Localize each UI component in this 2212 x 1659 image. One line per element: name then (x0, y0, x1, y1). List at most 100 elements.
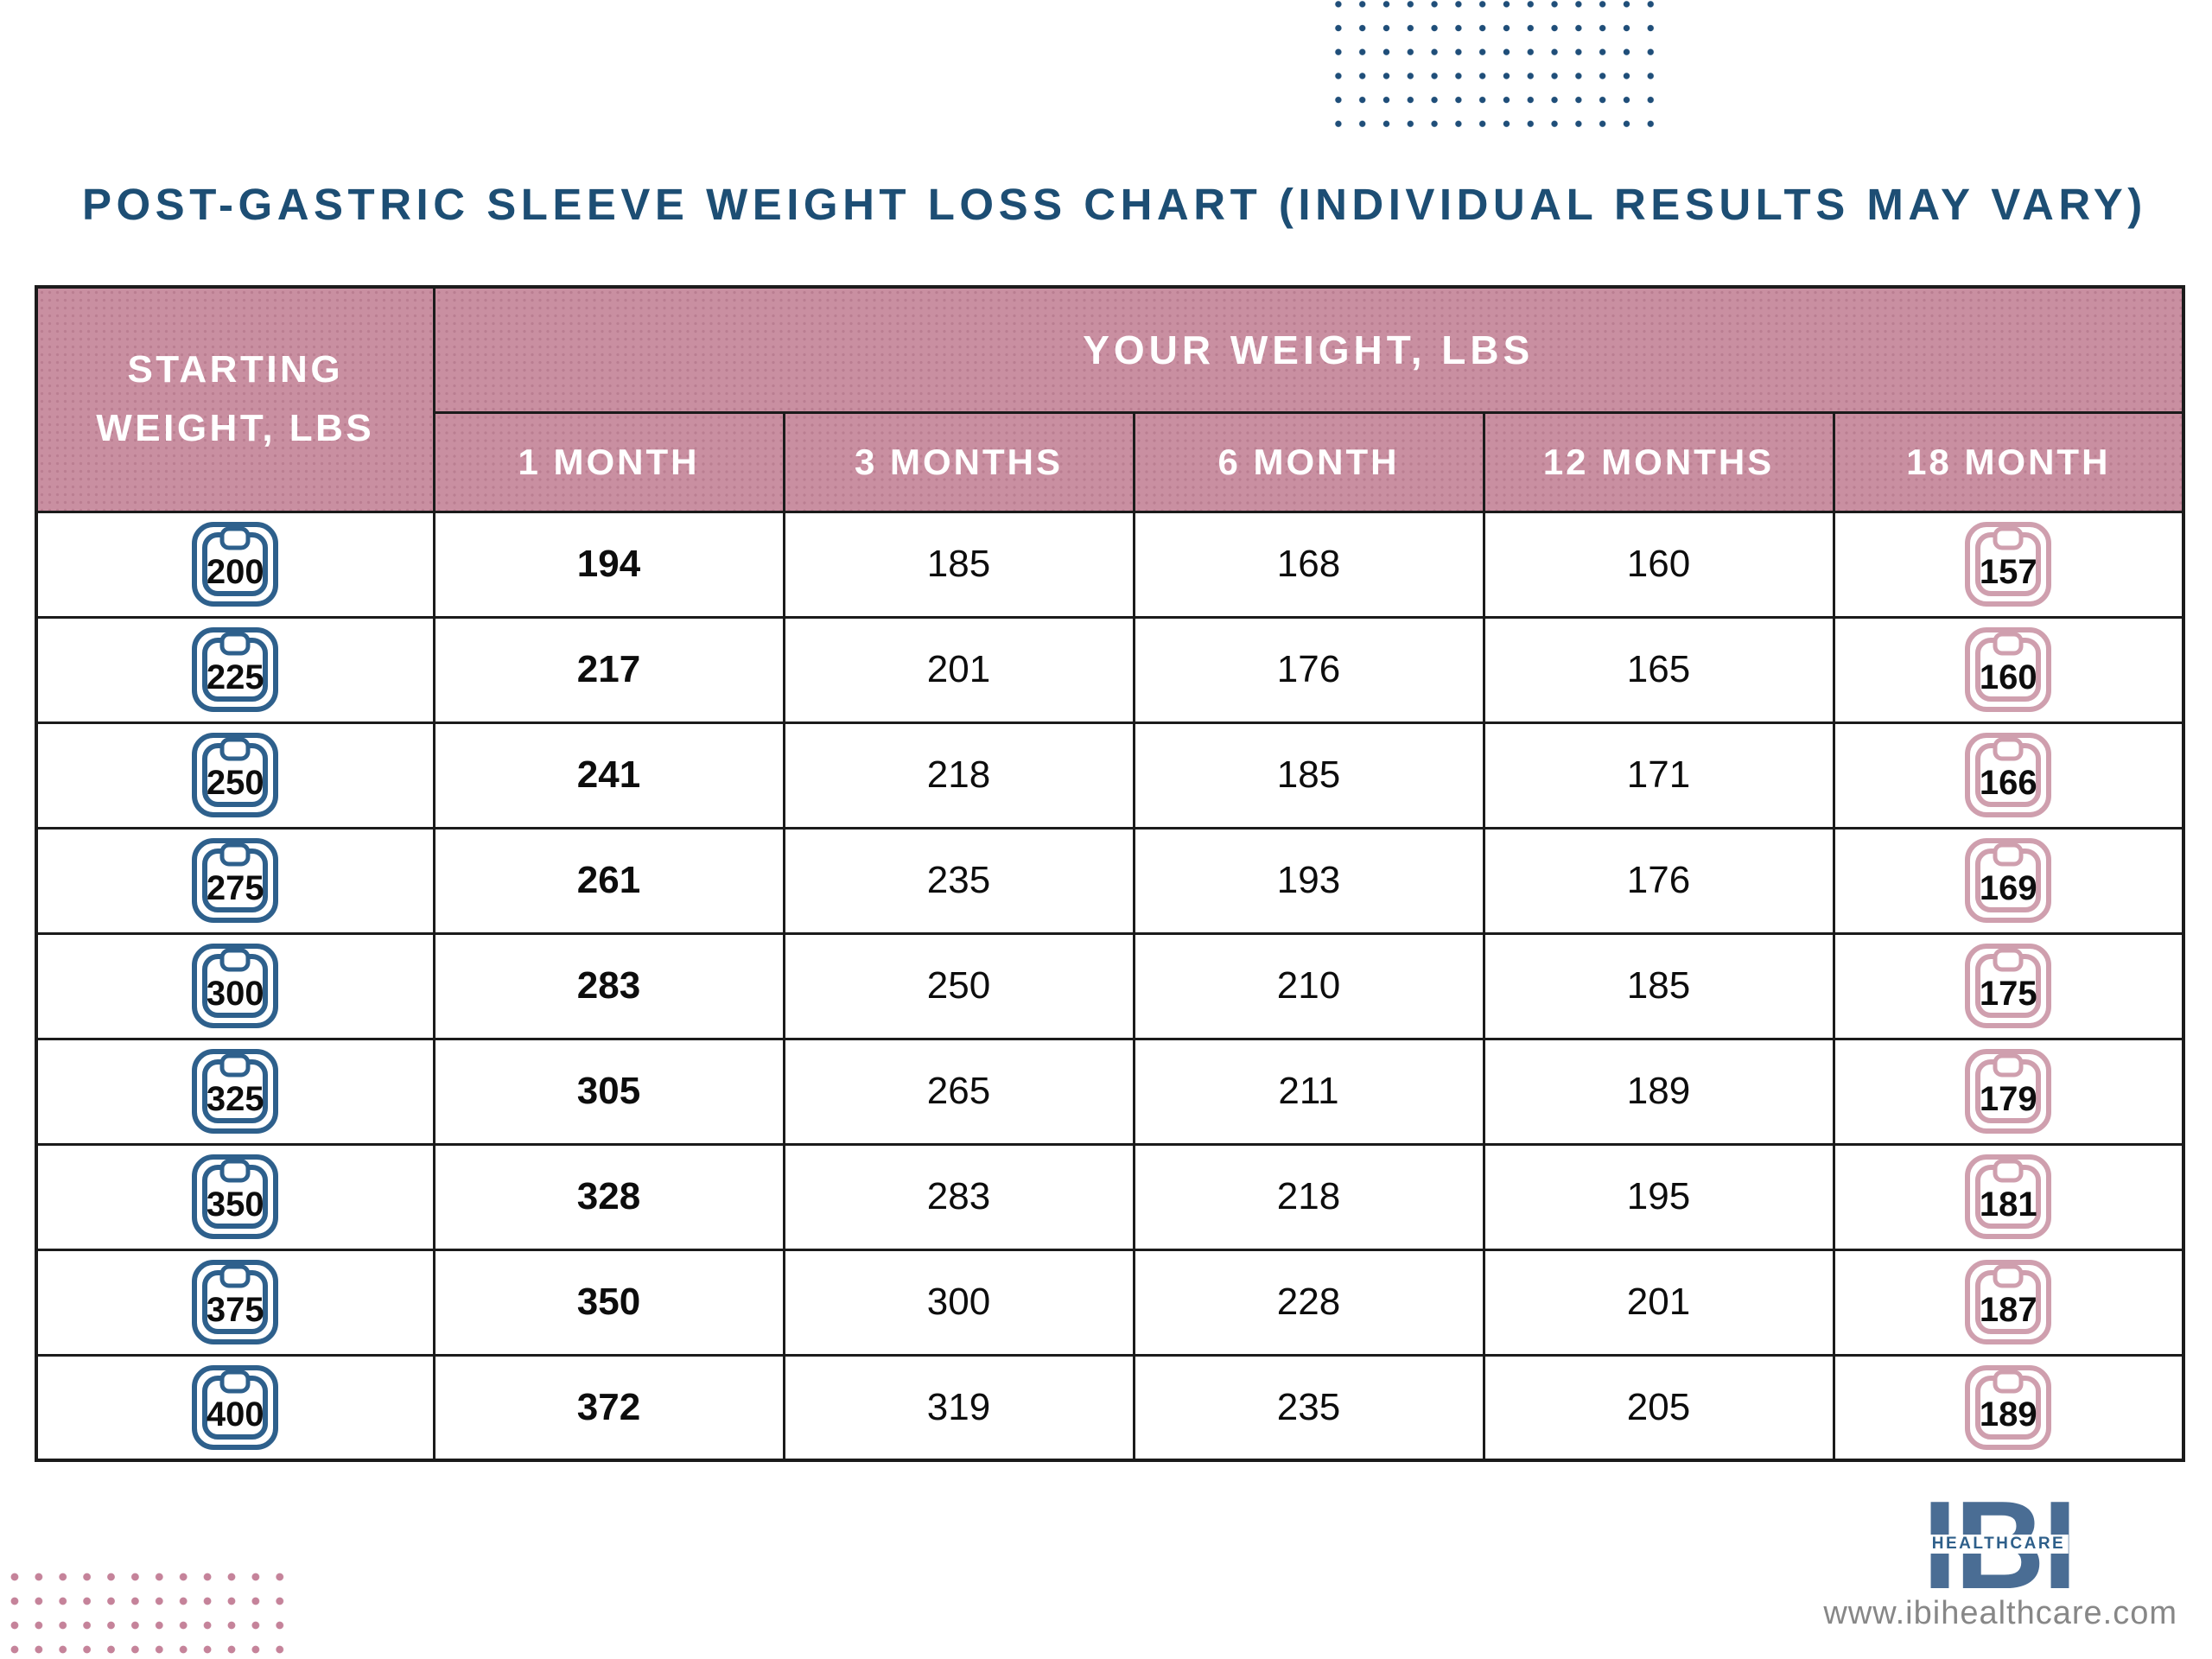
six-month-cell: 210 (1132, 931, 1485, 1040)
one-month-cell: 217 (432, 615, 785, 724)
eighteen-month-cell: 157 (1832, 510, 2185, 619)
weight-value: 185 (926, 543, 991, 585)
eighteen-month-cell: 166 (1832, 721, 2185, 830)
weight-value: 265 (926, 1070, 991, 1112)
month-header-3: 3 MONTHS (782, 410, 1135, 513)
scale-icon: 187 (1963, 1259, 2053, 1345)
six-month-cell: 211 (1132, 1037, 1485, 1146)
eighteen-month-cell: 187 (1832, 1248, 2185, 1357)
table-row: 275 261 235 193 176 169 (35, 826, 2185, 935)
scale-icon: 169 (1963, 837, 2053, 924)
month-header-label: 1 MONTH (518, 441, 700, 482)
twelve-months-cell: 205 (1482, 1353, 1835, 1462)
scale-icon: 400 (190, 1364, 280, 1451)
scale-icon: 275 (190, 837, 280, 924)
scale-value: 200 (206, 552, 264, 591)
weight-value: 210 (1276, 964, 1341, 1007)
weight-value: 235 (926, 859, 991, 901)
six-month-cell: 168 (1132, 510, 1485, 619)
scale-value: 181 (1979, 1185, 2037, 1224)
three-months-cell: 218 (782, 721, 1135, 830)
weight-value: 205 (1626, 1385, 1691, 1428)
three-months-cell: 283 (782, 1142, 1135, 1251)
weight-value: 194 (576, 543, 641, 585)
scale-value: 325 (206, 1079, 264, 1118)
twelve-months-cell: 195 (1482, 1142, 1835, 1251)
starting-weight-cell: 350 (35, 1142, 435, 1251)
header-row-group: STARTING WEIGHT, LBS YOUR WEIGHT, LBS (35, 285, 2185, 513)
weight-value: 283 (576, 964, 641, 1007)
six-month-cell: 218 (1132, 1142, 1485, 1251)
one-month-cell: 372 (432, 1353, 785, 1462)
weight-value: 350 (576, 1281, 641, 1323)
scale-icon: 157 (1963, 521, 2053, 607)
weight-value: 250 (926, 964, 991, 1007)
scale-value: 157 (1979, 552, 2037, 591)
weight-value: 218 (926, 753, 991, 796)
table-row: 375 350 300 228 201 187 (35, 1248, 2185, 1357)
twelve-months-cell: 171 (1482, 721, 1835, 830)
month-header-label: 3 MONTHS (854, 441, 1063, 482)
one-month-cell: 241 (432, 721, 785, 830)
dot-grid-top (1326, 0, 1663, 137)
weight-value: 211 (1278, 1070, 1339, 1112)
healthcare-label: HEALTHCARE (1928, 1535, 2069, 1554)
weight-value: 160 (1626, 543, 1691, 585)
scale-icon: 375 (190, 1259, 280, 1345)
scale-value: 275 (206, 868, 264, 907)
starting-weight-cell: 300 (35, 931, 435, 1040)
three-months-cell: 250 (782, 931, 1135, 1040)
scale-value: 166 (1979, 763, 2037, 802)
eighteen-month-cell: 181 (1832, 1142, 2185, 1251)
scale-icon: 300 (190, 943, 280, 1029)
six-month-cell: 193 (1132, 826, 1485, 935)
table-row: 325 305 265 211 189 179 (35, 1037, 2185, 1146)
weight-value: 217 (576, 648, 641, 690)
starting-weight-cell: 250 (35, 721, 435, 830)
one-month-cell: 194 (432, 510, 785, 619)
six-month-cell: 235 (1132, 1353, 1485, 1462)
weight-value: 283 (926, 1175, 991, 1217)
weight-value: 193 (1276, 859, 1341, 901)
scale-icon: 325 (190, 1048, 280, 1135)
website-url: www.ibihealthcare.com (1823, 1595, 2177, 1631)
weight-value: 300 (926, 1281, 991, 1323)
one-month-cell: 283 (432, 931, 785, 1040)
eighteen-month-cell: 189 (1832, 1353, 2185, 1462)
scale-icon: 200 (190, 521, 280, 607)
weight-value: 165 (1626, 648, 1691, 690)
weight-value: 305 (576, 1070, 641, 1112)
starting-weight-cell: 225 (35, 615, 435, 724)
twelve-months-cell: 201 (1482, 1248, 1835, 1357)
starting-weight-cell: 400 (35, 1353, 435, 1462)
scale-value: 225 (206, 658, 264, 696)
scale-icon: 175 (1963, 943, 2053, 1029)
month-header-6: 6 MONTH (1132, 410, 1485, 513)
six-month-cell: 185 (1132, 721, 1485, 830)
scale-value: 187 (1979, 1290, 2037, 1329)
scale-value: 400 (206, 1395, 264, 1434)
one-month-cell: 328 (432, 1142, 785, 1251)
weight-loss-table: STARTING WEIGHT, LBS YOUR WEIGHT, LBS 1 … (35, 285, 2185, 1462)
scale-value: 189 (1979, 1395, 2037, 1434)
starting-weight-cell: 325 (35, 1037, 435, 1146)
scale-value: 300 (206, 974, 264, 1013)
scale-value: 375 (206, 1290, 264, 1329)
eighteen-month-cell: 169 (1832, 826, 2185, 935)
scale-icon: 160 (1963, 626, 2053, 713)
weight-value: 171 (1626, 753, 1691, 796)
scale-value: 350 (206, 1185, 264, 1224)
month-header-12: 12 MONTHS (1482, 410, 1835, 513)
table-row: 300 283 250 210 185 175 (35, 931, 2185, 1040)
weight-value: 228 (1276, 1281, 1341, 1323)
table-row: 250 241 218 185 171 166 (35, 721, 2185, 830)
scale-icon: 179 (1963, 1048, 2053, 1135)
scale-icon: 189 (1963, 1364, 2053, 1451)
scale-icon: 350 (190, 1154, 280, 1240)
weight-value: 195 (1626, 1175, 1691, 1217)
month-header-1: 1 MONTH (432, 410, 785, 513)
group-header-label: YOUR WEIGHT, LBS (1083, 327, 1535, 372)
twelve-months-cell: 165 (1482, 615, 1835, 724)
twelve-months-cell: 185 (1482, 931, 1835, 1040)
